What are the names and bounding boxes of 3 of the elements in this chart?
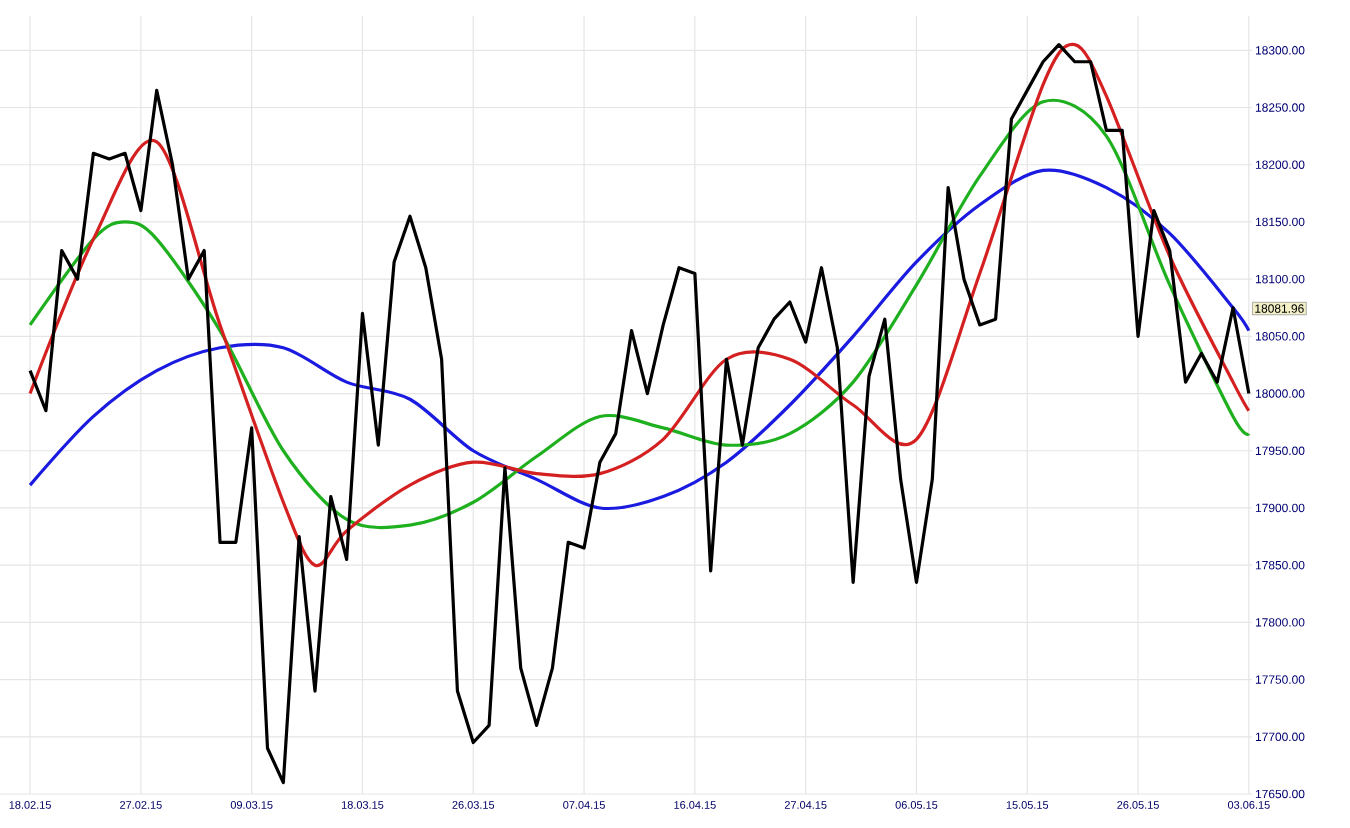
line-series [28,42,1251,567]
line-series [28,168,1251,510]
line-series [28,43,1251,785]
